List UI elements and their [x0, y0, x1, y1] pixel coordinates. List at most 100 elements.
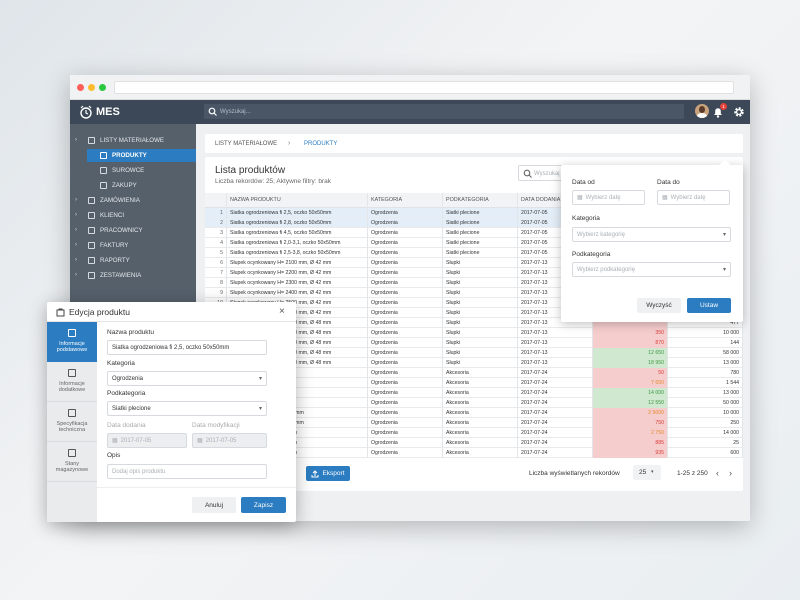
table-row[interactable]: 8 Słupek ocynkowany H= 2300 mm, Ø 42 mm Og… [205, 278, 743, 288]
sidebar-label: ZAMÓWIENIA [100, 197, 140, 204]
sidebar-label: ZESTAWIENIA [100, 272, 142, 279]
table-row[interactable]: 9 Słupek ocynkowany H= 2400 mm, Ø 42 mm Og… [205, 288, 743, 298]
export-label: Eksport [322, 470, 345, 477]
modal-divider [97, 487, 296, 488]
breadcrumb-item[interactable]: LISTY MATERIAŁOWE [215, 141, 278, 147]
breadcrumb: LISTY MATERIAŁOWE › PRODUKTY [205, 134, 743, 153]
subcategory-select[interactable]: Siatki plecione ▾ [107, 401, 267, 416]
modal-tab[interactable]: Stany magazynowe [47, 442, 97, 482]
window-maximize[interactable] [99, 84, 106, 91]
table-cell: Siatki plecione [443, 228, 518, 238]
sidebar-item[interactable]: › KLIENCI [70, 209, 196, 222]
table-cell: Ogrodzenia [368, 238, 443, 248]
clear-button[interactable]: Wyczyść [637, 298, 681, 313]
table-cell: Akcesoria [443, 388, 518, 398]
date-from-input[interactable]: ▦ Wybierz datę [572, 190, 645, 205]
sidebar-label: PRACOWNICY [100, 227, 143, 234]
expand-arrow: › [75, 227, 77, 233]
window-close[interactable] [77, 84, 84, 91]
category-select[interactable]: Ogrodzenia ▾ [107, 371, 267, 386]
tab-icon [68, 449, 76, 457]
table-cell: Ogrodzenia [368, 228, 443, 238]
sidebar-item[interactable]: › RAPORTY [70, 254, 196, 267]
sidebar-item[interactable]: ZAKUPY [87, 179, 196, 192]
export-button[interactable]: Eksport [306, 466, 350, 481]
table-row[interactable]: 2 Siatka ogrodzeniowa fi 2,8, oczko 50x50… [205, 218, 743, 228]
sidebar-item[interactable]: › ZESTAWIENIA [70, 269, 196, 282]
table-cell: Akcesoria [443, 398, 518, 408]
table-cell: Ogrodzenia [368, 318, 443, 328]
global-search[interactable]: Wyszukaj... [204, 104, 684, 119]
table-row[interactable]: 1 Siatka ogrodzeniowa fi 2,5, oczko 50x50… [205, 208, 743, 218]
table-cell: Ogrodzenia [368, 368, 443, 378]
dropdown-caret: ▾ [722, 232, 726, 238]
sidebar-item[interactable]: SUROWCE [87, 164, 196, 177]
page-size-select[interactable]: 25 ▾ [633, 465, 661, 480]
column-header[interactable]: PODKATEGORIA [443, 193, 518, 208]
browser-window: MES Wyszukaj... 1 › LISTY MATERIAŁOWE PROD… [70, 75, 750, 521]
table-cell: Ogrodzenia [368, 348, 443, 358]
calendar-icon: ▦ [577, 195, 583, 201]
apply-button[interactable]: Ustaw [687, 298, 731, 313]
modal-tab[interactable]: Specyfikacja techniczna [47, 402, 97, 442]
table-cell: 13 000 [668, 388, 743, 398]
modal-tab[interactable]: Informacje dodatkowe [47, 362, 97, 402]
table-cell: Siatka ogrodzeniowa fi 2,8, oczko 50x50m… [227, 218, 368, 228]
user-avatar[interactable] [695, 104, 709, 118]
cancel-button[interactable]: Anuluj [192, 497, 236, 513]
table-cell: 2017-07-13 [518, 358, 593, 368]
column-header[interactable]: NAZWA PRODUKTU [227, 193, 368, 208]
menu-icon [88, 227, 95, 234]
modal-tab[interactable]: Informacje podstawowe [47, 322, 97, 362]
table-cell: 14 000 [593, 388, 668, 398]
address-bar[interactable] [114, 81, 734, 94]
sidebar-item[interactable]: › PRACOWNICY [70, 224, 196, 237]
page-size-value: 25 [639, 469, 647, 476]
row-number: 2 [205, 218, 227, 228]
sidebar-item[interactable]: › LISTY MATERIAŁOWE [70, 134, 196, 147]
bell-icon[interactable] [712, 106, 724, 118]
added-value: 2017-07-05 [120, 437, 152, 444]
expand-arrow: › [75, 242, 77, 248]
expand-arrow: › [75, 272, 77, 278]
browser-titlebar [70, 75, 750, 100]
category-select[interactable]: Wybierz kategorię ▾ [572, 227, 731, 242]
description-input[interactable]: Dodaj opis produktu [107, 464, 267, 479]
table-cell: Ogrodzenia [368, 388, 443, 398]
settings-icon[interactable] [733, 106, 745, 118]
subcategory-select[interactable]: Wybierz podkategorię ▾ [572, 262, 731, 277]
table-cell: 250 [668, 418, 743, 428]
table-cell: 7 650 [593, 378, 668, 388]
name-input[interactable]: Siatka ogrodzeniowa fi 2,5, oczko 50x50m… [107, 340, 267, 355]
select-value: Ogrodzenia [112, 375, 144, 382]
expand-arrow: › [75, 212, 77, 218]
modal-title: Edycja produktu [69, 307, 130, 317]
list-search-placeholder: Wyszukaj [534, 171, 560, 177]
select-placeholder: Wybierz podkategorię [577, 266, 635, 273]
table-cell [593, 318, 668, 328]
table-cell: Ogrodzenia [368, 268, 443, 278]
window-minimize[interactable] [88, 84, 95, 91]
column-header[interactable]: KATEGORIA [368, 193, 443, 208]
table-cell: 2017-07-13 [518, 338, 593, 348]
sidebar-label: KLIENCI [100, 212, 125, 219]
date-to-input[interactable]: ▦ Wybierz datę [657, 190, 730, 205]
sidebar-item[interactable]: PRODUKTY [87, 149, 196, 162]
sidebar-item[interactable]: › ZAMÓWIENIA [70, 194, 196, 207]
sidebar-item[interactable]: › FAKTURY [70, 239, 196, 252]
table-cell: Słupki [443, 268, 518, 278]
sidebar-label: ZAKUPY [112, 182, 137, 189]
export-icon [311, 469, 319, 477]
prev-page[interactable]: ‹ [716, 468, 719, 478]
save-button[interactable]: Zapisz [241, 497, 286, 513]
table-cell: Akcesoria [443, 428, 518, 438]
table-cell: Słupki [443, 278, 518, 288]
filter-label: Data od [572, 179, 595, 186]
table-cell: Ogrodzenia [368, 258, 443, 268]
menu-icon [88, 242, 95, 249]
modal-close[interactable]: × [279, 306, 285, 317]
table-cell: Słupki [443, 318, 518, 328]
next-page[interactable]: › [729, 468, 732, 478]
table-cell: 2017-07-24 [518, 398, 593, 408]
